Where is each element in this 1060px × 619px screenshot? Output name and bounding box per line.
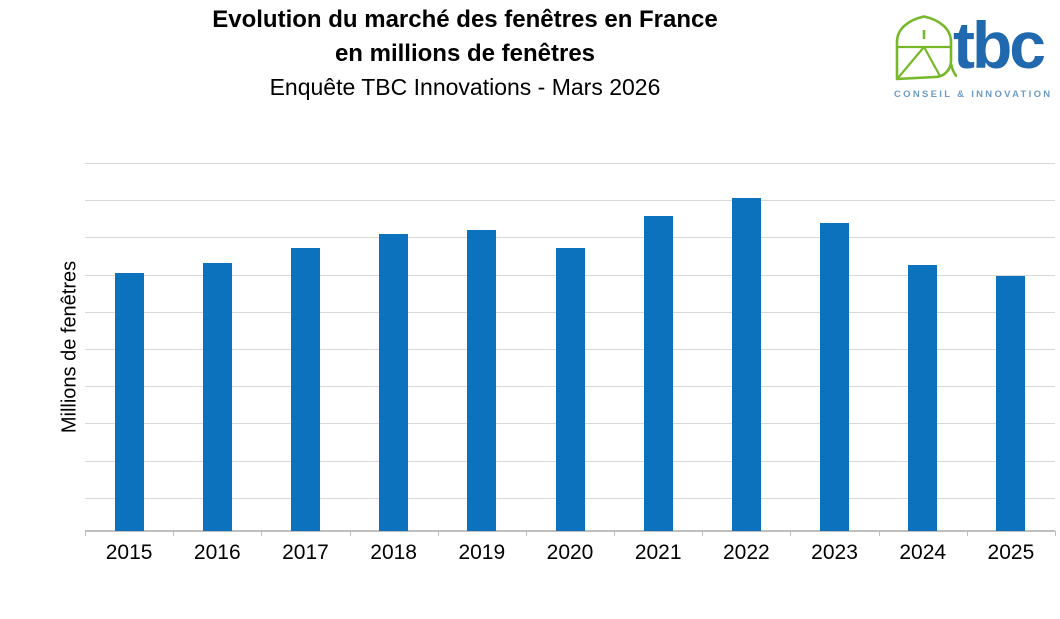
bar-2020 xyxy=(555,247,585,531)
x-axis-tick xyxy=(261,531,263,536)
x-axis-tick xyxy=(878,531,880,536)
x-axis-tick xyxy=(1055,531,1056,536)
x-axis-tick xyxy=(437,531,439,536)
tbc-logo-text: tbc xyxy=(953,8,1046,82)
x-tick-label-2024: 2024 xyxy=(899,541,947,564)
tbc-house-leaf-icon xyxy=(893,12,958,89)
bar-chart-plot-area: 2015 2016 2017 2018 2019 2020 2021 2022 2023 2024… xyxy=(85,163,1056,564)
bar-2016 xyxy=(202,263,232,531)
tbc-logo: tbc CONSEIL & INNOVATION xyxy=(891,8,1056,105)
x-tick-label-2023: 2023 xyxy=(811,541,858,564)
y-axis-title: Millions de fenêtres xyxy=(58,260,81,434)
gridline xyxy=(85,163,1055,164)
x-axis-line xyxy=(85,530,1055,532)
x-tick-label-2017: 2017 xyxy=(282,541,329,564)
bar-2025 xyxy=(996,275,1026,531)
x-tick-label-2021: 2021 xyxy=(634,541,682,564)
bar-2022 xyxy=(731,198,761,531)
x-axis-tick xyxy=(173,531,175,536)
chart-title-line2: en millions de fenêtres xyxy=(334,40,596,67)
tbc-logo-tagline: CONSEIL & INNOVATION xyxy=(894,89,1053,100)
x-tick-label-2020: 2020 xyxy=(546,541,594,564)
x-tick-label-2018: 2018 xyxy=(370,541,417,564)
bar-2018 xyxy=(379,234,409,531)
gridline xyxy=(85,237,1055,239)
bar-2021 xyxy=(643,216,673,531)
chart-title-line1: Evolution du marché des fenêtres en Fran… xyxy=(212,6,718,33)
x-axis-tick xyxy=(790,531,792,536)
bar-2019 xyxy=(467,229,497,531)
x-tick-label-2019: 2019 xyxy=(458,541,506,564)
bar-2023 xyxy=(820,222,850,531)
chart-subtitle: Enquête TBC Innovations - Mars 2026 xyxy=(269,74,661,100)
chart-title-block: Evolution du marché des fenêtres en Fran… xyxy=(0,3,930,104)
x-axis-tick xyxy=(614,531,616,536)
x-axis-tick xyxy=(702,531,704,536)
gridline xyxy=(85,200,1055,202)
x-tick-label-2025: 2025 xyxy=(987,541,1035,564)
x-axis-tick xyxy=(525,531,527,536)
x-tick-label-2016: 2016 xyxy=(193,541,241,564)
x-axis-tick xyxy=(349,531,351,536)
bar-2015 xyxy=(114,272,144,531)
bar-2017 xyxy=(290,247,320,531)
x-axis-tick xyxy=(85,531,86,536)
x-tick-label-2022: 2022 xyxy=(723,541,770,564)
bar-2024 xyxy=(908,264,938,531)
x-tick-label-2015: 2015 xyxy=(105,541,153,564)
x-axis-tick xyxy=(966,531,968,536)
